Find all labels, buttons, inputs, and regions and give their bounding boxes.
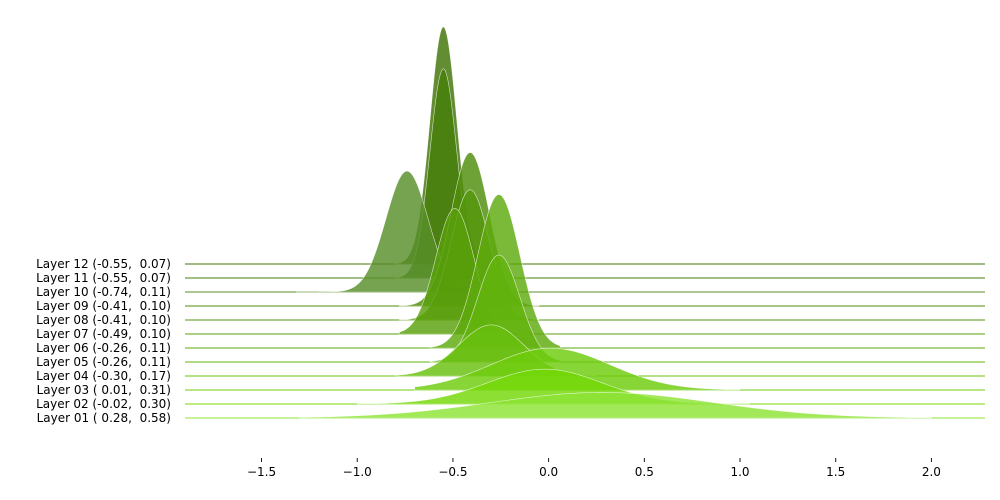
layer-12-label: Layer 12 (-0.55, 0.07) xyxy=(36,257,171,271)
layer-10-label: Layer 10 (-0.74, 0.11) xyxy=(36,285,171,299)
x-tick-label: 0.0 xyxy=(539,465,558,479)
layer-11-label: Layer 11 (-0.55, 0.07) xyxy=(36,271,171,285)
layer-02-label: Layer 02 (-0.02, 0.30) xyxy=(36,397,171,411)
layer-07-label: Layer 07 (-0.49, 0.10) xyxy=(36,327,171,341)
row-labels: Layer 12 (-0.55, 0.07)Layer 11 (-0.55, 0… xyxy=(36,257,171,425)
x-tick-label: 2.0 xyxy=(922,465,941,479)
layer-09-label: Layer 09 (-0.41, 0.10) xyxy=(36,299,171,313)
layer-08-label: Layer 08 (-0.41, 0.10) xyxy=(36,313,171,327)
x-tick-label: 1.0 xyxy=(730,465,749,479)
layer-04-label: Layer 04 (-0.30, 0.17) xyxy=(36,369,171,383)
layer-01-density-area xyxy=(299,392,932,419)
layer-05-label: Layer 05 (-0.26, 0.11) xyxy=(36,355,171,369)
x-axis: −1.5 −1.0 −0.5 0.0 0.5 1.0 1.5 2.0 xyxy=(247,458,941,479)
ridge-areas xyxy=(185,26,985,419)
x-tick-label: 1.5 xyxy=(826,465,845,479)
x-tick-label: −1.5 xyxy=(247,465,276,479)
x-tick-label: 0.5 xyxy=(635,465,654,479)
layer-03-label: Layer 03 ( 0.01, 0.31) xyxy=(37,383,171,397)
layer-06-label: Layer 06 (-0.26, 0.11) xyxy=(36,341,171,355)
layer-01-label: Layer 01 ( 0.28, 0.58) xyxy=(37,411,171,425)
x-tick-label: −0.5 xyxy=(438,465,467,479)
x-tick-label: −1.0 xyxy=(343,465,372,479)
